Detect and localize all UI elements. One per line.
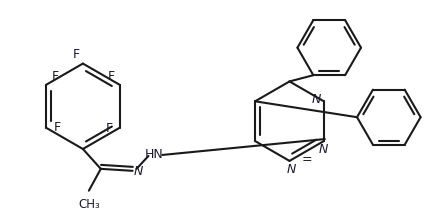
Text: =: =: [301, 153, 312, 166]
Text: N: N: [318, 143, 328, 156]
Text: N: N: [134, 165, 143, 178]
Text: F: F: [53, 121, 60, 134]
Text: HN: HN: [145, 149, 164, 161]
Text: CH₃: CH₃: [78, 198, 100, 211]
Text: F: F: [108, 70, 114, 83]
Text: N: N: [287, 163, 296, 176]
Text: F: F: [105, 122, 113, 135]
Text: F: F: [72, 48, 80, 61]
Text: F: F: [51, 70, 58, 83]
Text: N: N: [311, 93, 321, 106]
